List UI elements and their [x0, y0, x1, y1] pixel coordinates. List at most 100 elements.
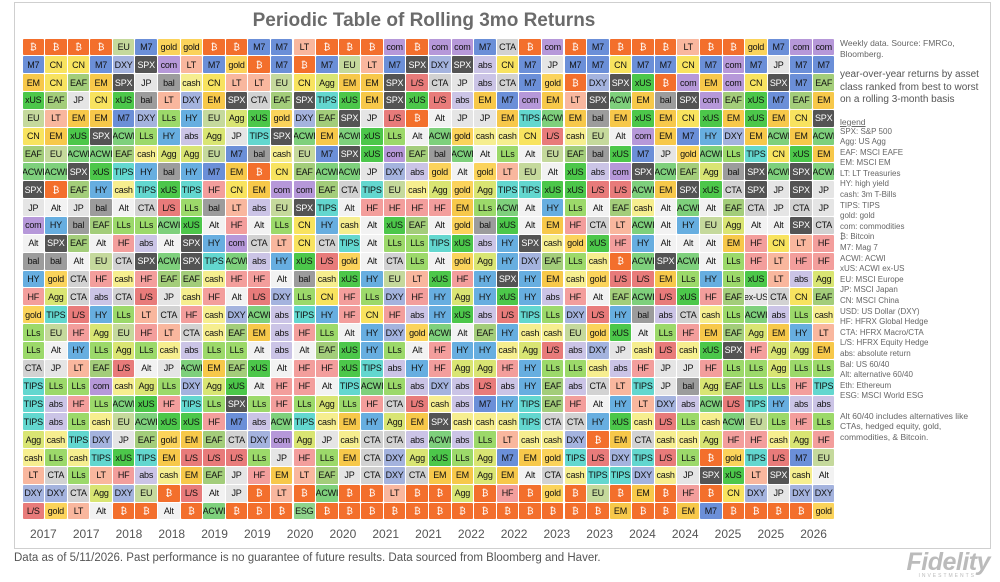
table-cell: Alt	[519, 217, 541, 234]
table-cell: CTA	[361, 466, 383, 484]
table-cell: EAF	[564, 145, 587, 163]
table-cell: ACWI	[812, 163, 835, 181]
table-cell: ₿	[338, 502, 361, 520]
table-cell: JP	[225, 484, 248, 502]
table-cell: ACWI	[112, 395, 135, 413]
table-cell: EM	[316, 127, 338, 145]
table-cell: JP	[112, 431, 135, 449]
table-cell: EAF	[316, 181, 338, 199]
table-cell: M7	[587, 38, 609, 56]
table-cell: LLs	[790, 306, 812, 324]
table-cell: TIPS	[316, 199, 338, 216]
table-cell: ₿	[564, 38, 587, 56]
table-cell: EM	[654, 127, 677, 145]
table-cell: TIPS	[496, 181, 519, 199]
table-cell: ACWI	[135, 413, 157, 431]
table-cell: Alt	[361, 217, 383, 234]
table-cell: JP	[812, 181, 835, 199]
table-cell: EM	[609, 431, 632, 449]
table-cell: xUS	[338, 92, 361, 109]
table-cell: JP	[812, 199, 835, 216]
table-cell: abs	[812, 395, 835, 413]
table-cell: CTA	[383, 395, 406, 413]
table-cell: ₿	[338, 38, 361, 56]
table-cell: HY	[361, 270, 383, 288]
table-cell: CTA	[67, 484, 90, 502]
table-cell: CN	[225, 181, 248, 199]
table-cell: EM	[609, 109, 632, 127]
table-cell: Agg	[225, 109, 248, 127]
table-cell: Alt	[338, 324, 361, 341]
table-cell: xUS	[406, 92, 428, 109]
table-cell: abs	[451, 377, 474, 395]
table-cell: Alt	[451, 324, 474, 341]
table-cell: EAF	[406, 217, 428, 234]
table-cell: ₿	[180, 502, 203, 520]
table-cell: CN	[677, 56, 699, 74]
table-cell: LLs	[316, 449, 338, 466]
table-cell: DXY	[722, 127, 745, 145]
table-cell: xUS	[248, 359, 270, 377]
table-cell: M7	[270, 38, 293, 56]
legend-item: TIPS: TIPS	[840, 200, 880, 210]
table-cell: com	[812, 38, 835, 56]
table-cell: CN	[45, 56, 67, 74]
table-cell: HF	[293, 324, 316, 341]
table-cell: L/S	[654, 413, 677, 431]
table-cell: TIPS	[745, 145, 767, 163]
table-cell: ACWI	[767, 163, 790, 181]
table-cell: M7	[496, 449, 519, 466]
table-cell: Alt	[654, 199, 677, 216]
table-cell: ₿	[293, 484, 316, 502]
table-cell: ACWI	[158, 217, 180, 234]
table-cell: abs	[90, 288, 112, 306]
table-cell: DXY	[383, 466, 406, 484]
table-cell: EU	[745, 413, 767, 431]
x-tick-label: 2019	[201, 527, 228, 541]
table-cell: M7	[203, 163, 225, 181]
table-cell: HF	[790, 252, 812, 270]
table-cell: Agg	[745, 324, 767, 341]
table-cell: ACWI	[767, 127, 790, 145]
table-cell: abs	[790, 395, 812, 413]
table-cell: EM	[700, 324, 722, 341]
table-cell: CTA	[67, 288, 90, 306]
table-cell: Alt	[135, 359, 157, 377]
table-cell: LLs	[790, 359, 812, 377]
table-cell: HF	[790, 377, 812, 395]
table-cell: gold	[270, 109, 293, 127]
table-cell: EM	[541, 92, 564, 109]
table-cell: ₿	[654, 38, 677, 56]
table-cell: L/S	[654, 288, 677, 306]
table-cell: EU	[45, 324, 67, 341]
table-cell: gold	[180, 38, 203, 56]
table-cell: HY	[474, 341, 496, 359]
table-cell: HF	[564, 395, 587, 413]
table-cell: ₿	[406, 502, 428, 520]
legend-item: ESG: MSCI World ESG	[840, 391, 924, 401]
logo-text: Fidelity	[906, 548, 990, 576]
table-cell: Agg	[45, 288, 67, 306]
table-cell: CTA	[406, 466, 428, 484]
table-cell: ₿	[474, 484, 496, 502]
table-cell: cash	[496, 341, 519, 359]
table-cell: abs	[135, 234, 157, 252]
table-cell: HF	[248, 270, 270, 288]
table-cell: ₿	[293, 56, 316, 74]
table-cell: ₿	[67, 38, 90, 56]
table-cell: cash	[700, 306, 722, 324]
table-cell: HF	[700, 288, 722, 306]
table-cell: cash	[632, 413, 654, 431]
table-cell: ₿	[745, 502, 767, 520]
table-cell: HF	[90, 270, 112, 288]
table-cell: SPX	[225, 395, 248, 413]
table-cell: abs	[180, 127, 203, 145]
table-cell: L/S	[541, 127, 564, 145]
table-cell: JP	[22, 199, 45, 216]
table-cell: ACWI	[632, 181, 654, 199]
table-cell: com	[22, 217, 45, 234]
table-cell: bal	[474, 217, 496, 234]
table-cell: CTA	[45, 466, 67, 484]
table-cell: TIPS	[609, 466, 632, 484]
table-cell: Alt	[587, 395, 609, 413]
